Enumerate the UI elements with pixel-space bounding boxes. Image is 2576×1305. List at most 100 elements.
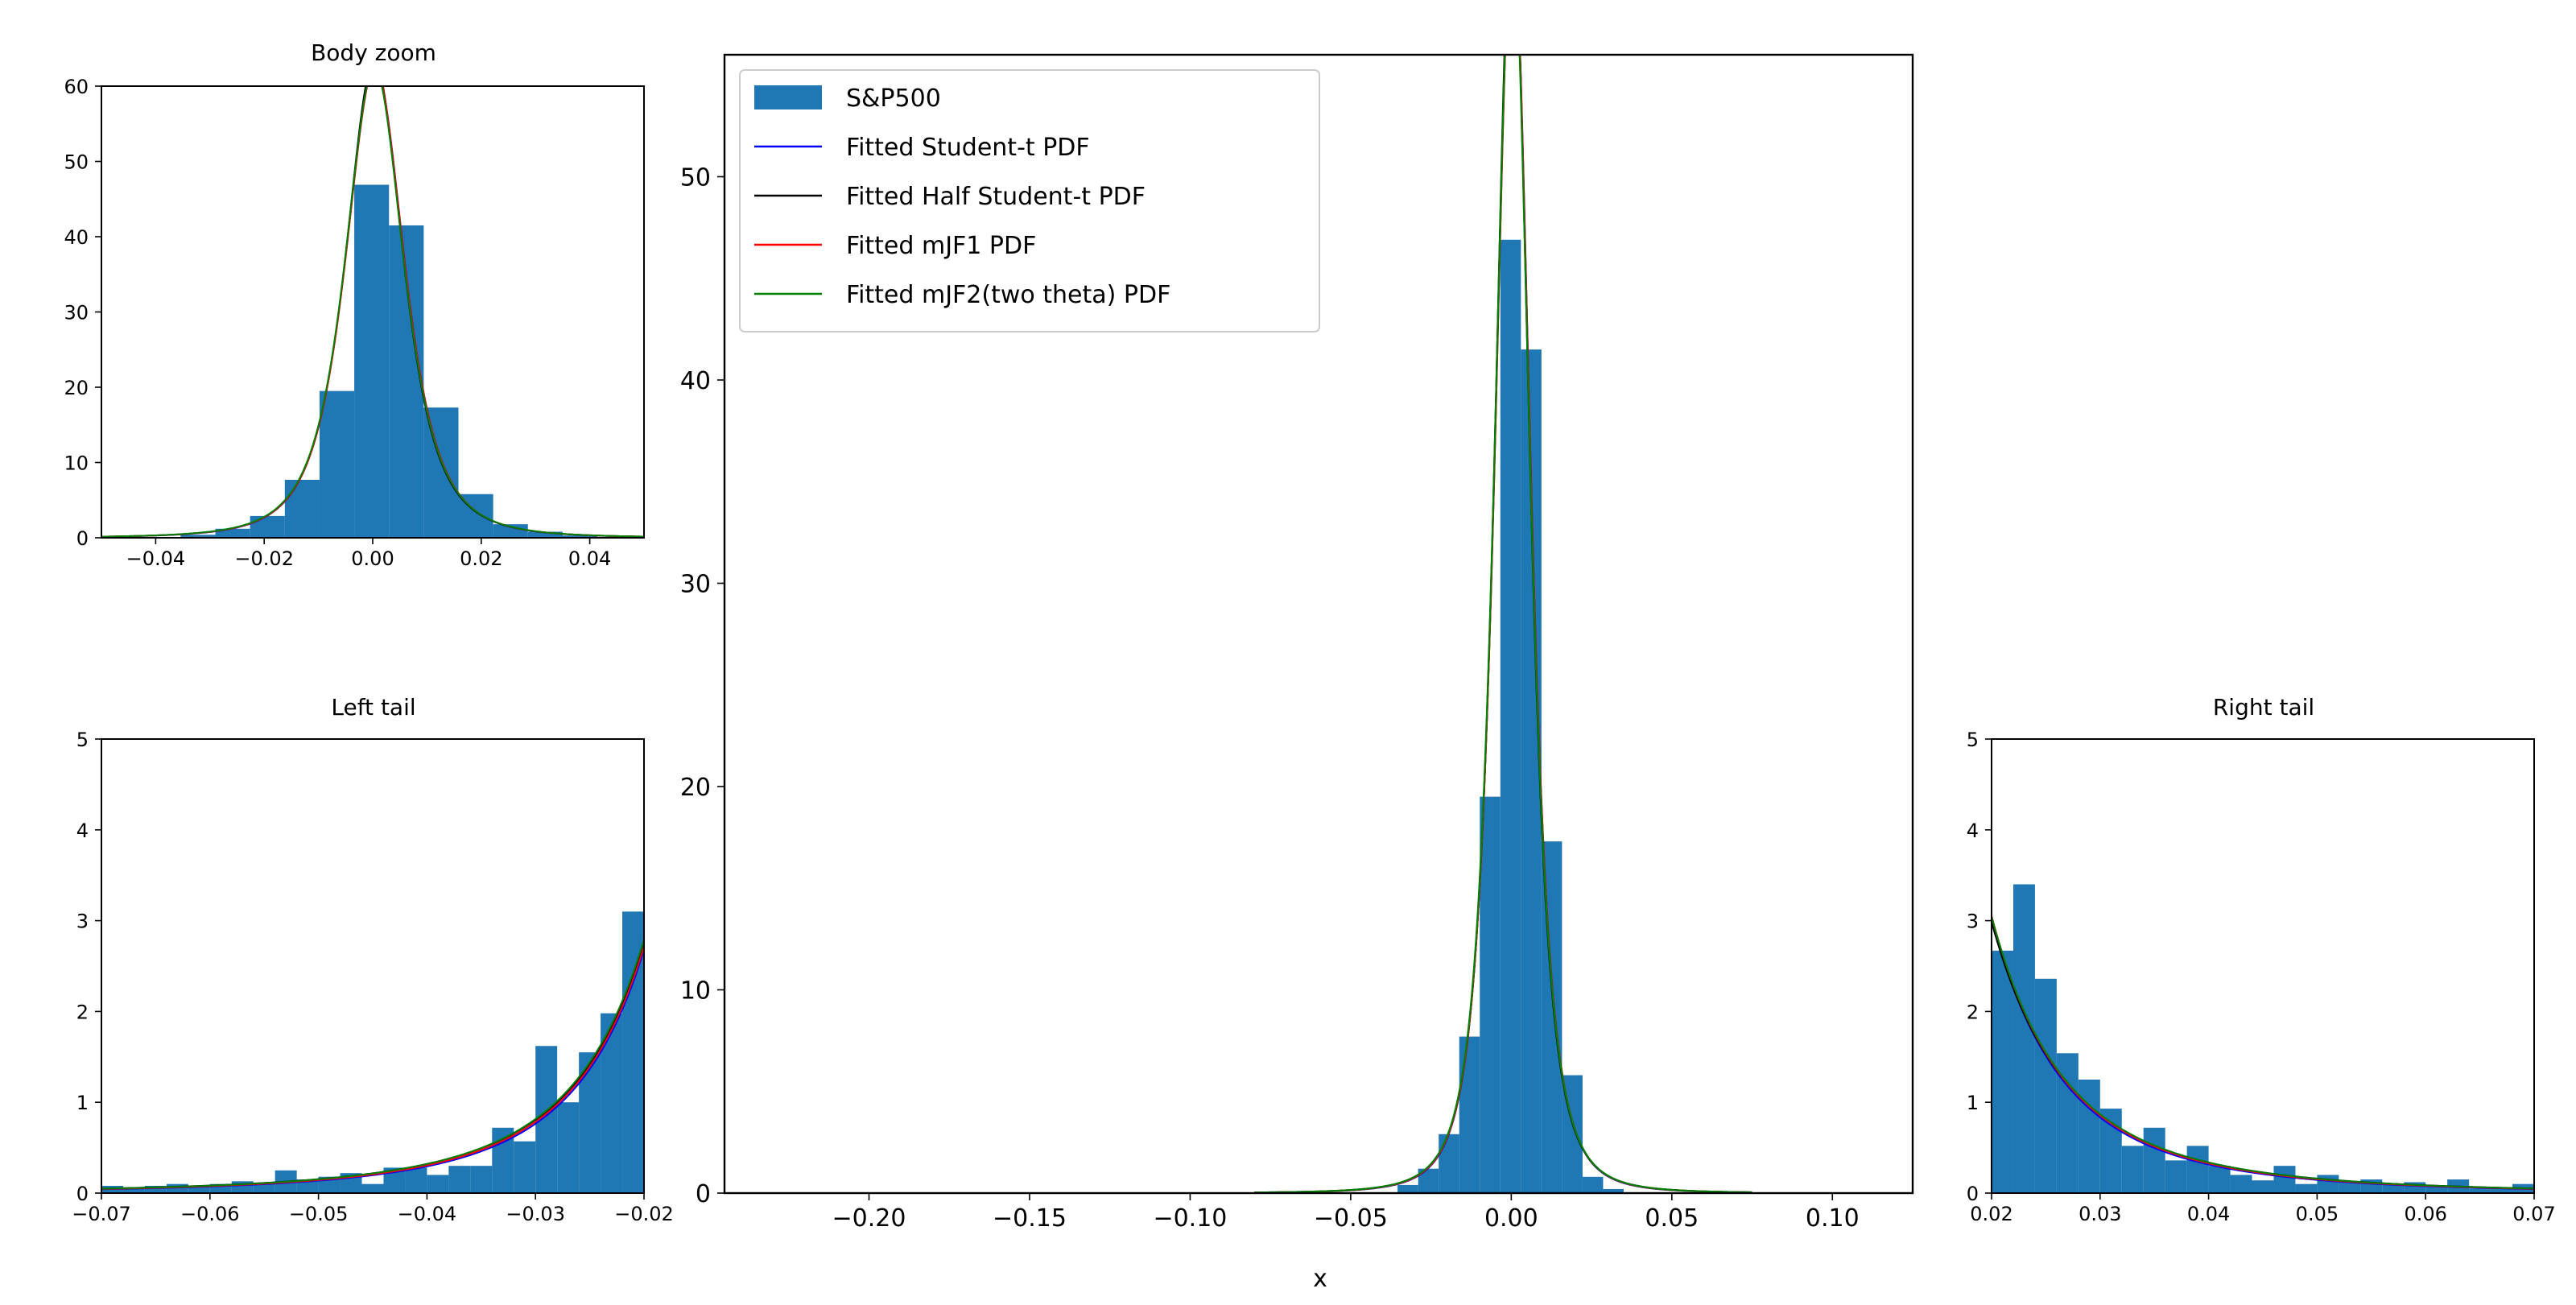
left-tail-y-ticks: 0 1 2 3 4 5: [76, 729, 101, 1205]
main-x-ticks: −0.20 −0.15 −0.10 −0.05 0.00 0.05 0.10: [832, 1193, 1860, 1233]
main-histogram-bar-5: [1500, 239, 1521, 1193]
left-y-tick-label: 2: [76, 1001, 89, 1023]
right-histogram-bar-12: [2252, 1180, 2274, 1193]
left-x-tick-label: −0.06: [180, 1203, 240, 1225]
right-x-tick-label: 0.07: [2512, 1203, 2555, 1225]
main-histogram-bar-0: [1397, 1184, 1418, 1193]
left-y-tick-label: 1: [76, 1092, 89, 1114]
left-histogram-bar-2: [144, 1185, 167, 1193]
body-y-tick-label: 0: [76, 527, 89, 550]
body-zoom-x-ticks: −0.04 −0.02 0.00 0.02 0.04: [126, 538, 611, 570]
body-curve-mjf2: [101, 86, 644, 538]
right-histogram-bar-10: [2208, 1166, 2231, 1193]
main-histogram-bar-4: [1480, 796, 1501, 1193]
body-histogram-bar-2: [215, 528, 250, 538]
right-y-tick-label: 2: [1967, 1001, 1979, 1023]
right-tail-panel: Right tail 0.02 0.03 0.04 0.05 0.06 0.07 0 1 2 3…: [1967, 694, 2556, 1225]
right-histogram-bar-7: [2143, 1127, 2165, 1193]
left-x-tick-label: −0.07: [72, 1203, 131, 1225]
body-histogram-bar-1: [180, 535, 216, 538]
main-axes-frame: [723, 53, 1914, 1195]
left-histogram-bar-3: [166, 1183, 188, 1193]
body-histogram-bar-3: [250, 515, 285, 538]
left-x-tick-label: −0.04: [398, 1203, 457, 1225]
right-histogram-bar-9: [2186, 1146, 2209, 1193]
right-histogram-bar-16: [2339, 1182, 2361, 1193]
body-zoom-title: Body zoom: [311, 39, 436, 66]
main-y-ticks: 0 10 20 30 40 50: [680, 164, 724, 1208]
legend-label: Fitted Half Student-t PDF: [846, 183, 1146, 211]
body-zoom-fit-curves: [101, 86, 644, 538]
main-y-tick-label: 20: [680, 774, 711, 802]
body-histogram-bar-4: [284, 480, 320, 538]
right-x-tick-label: 0.03: [2079, 1203, 2121, 1225]
right-y-tick-label: 5: [1967, 729, 1979, 751]
main-legend: S&P500 Fitted Student-t PDF Fitted Half St…: [739, 69, 1320, 332]
body-x-tick-label: −0.02: [234, 547, 294, 570]
left-y-tick-label: 3: [76, 911, 89, 933]
main-y-tick-label: 50: [680, 164, 711, 192]
legend-label: Fitted Student-t PDF: [846, 134, 1090, 162]
body-y-tick-label: 10: [64, 452, 89, 475]
right-histogram-bar-20: [2425, 1185, 2448, 1193]
body-histogram-bar-5: [319, 390, 355, 538]
main-fit-curves: [1254, 55, 1752, 1193]
right-histogram-bar-4: [2078, 1080, 2100, 1193]
left-histogram-bar-1: [122, 1188, 145, 1193]
body-x-tick-label: 0.04: [568, 547, 611, 570]
right-y-tick-label: 3: [1967, 911, 1979, 933]
right-x-tick-label: 0.05: [2296, 1203, 2339, 1225]
right-histogram-bar-8: [2165, 1160, 2187, 1193]
right-tail-title: Right tail: [2213, 694, 2314, 721]
right-x-tick-label: 0.04: [2187, 1203, 2230, 1225]
main-bars: [1397, 239, 1624, 1193]
right-tail-y-ticks: 0 1 2 3 4 5: [1967, 729, 1992, 1205]
right-x-tick-label: 0.02: [1970, 1203, 2013, 1225]
legend-label: Fitted mJF1 PDF: [846, 232, 1036, 260]
body-x-tick-label: 0.02: [460, 547, 502, 570]
right-y-tick-label: 0: [1967, 1183, 1979, 1205]
main-x-tick-label: 0.10: [1806, 1204, 1860, 1233]
main-x-tick-label: −0.15: [993, 1204, 1067, 1233]
left-y-tick-label: 4: [76, 820, 89, 842]
left-tail-fit-curves: [101, 939, 644, 1191]
right-y-tick-label: 4: [1967, 820, 1979, 842]
body-y-tick-label: 20: [64, 377, 89, 399]
right-histogram-bar-13: [2273, 1166, 2296, 1193]
right-histogram-bar-18: [2382, 1183, 2405, 1193]
left-tail-x-ticks: −0.07 −0.06 −0.05 −0.04 −0.03 −0.02: [72, 1193, 674, 1225]
main-histogram-bar-3: [1459, 1036, 1480, 1193]
body-y-tick-label: 30: [64, 302, 89, 324]
left-y-tick-label: 0: [76, 1183, 89, 1205]
body-histogram-bar-6: [354, 184, 390, 538]
body-x-tick-label: −0.04: [126, 547, 186, 570]
body-x-tick-label: 0.00: [351, 547, 394, 570]
right-tail-axes-frame: [1991, 738, 2535, 1194]
main-y-tick-label: 40: [680, 367, 711, 395]
left-x-tick-label: −0.03: [506, 1203, 565, 1225]
body-y-tick-label: 40: [64, 226, 89, 249]
main-y-tick-label: 10: [680, 977, 711, 1006]
right-histogram-bar-0: [1992, 950, 2013, 1193]
right-tail-bars: [1992, 884, 2534, 1193]
right-histogram-bar-6: [2121, 1146, 2144, 1193]
main-x-tick-label: 0.05: [1645, 1204, 1699, 1233]
main-histogram-panel: −0.20 −0.15 −0.10 −0.05 0.00 0.05 0.10 0 10 20 30…: [680, 53, 1914, 1293]
right-tail-fit-curves: [1992, 915, 2534, 1191]
right-tail-x-ticks: 0.02 0.03 0.04 0.05 0.06 0.07: [1970, 1193, 2556, 1225]
left-histogram-bar-21: [557, 1102, 580, 1193]
body-zoom-panel: Body zoom −0.04 −0.02 0.00 0.02 0.04 0 10 20 30…: [64, 39, 645, 570]
left-x-tick-label: −0.05: [289, 1203, 349, 1225]
left-histogram-bar-17: [470, 1166, 493, 1193]
left-tail-panel: Left tail −0.07 −0.06 −0.05 −0.04 −0.03 −0.02…: [72, 694, 674, 1225]
left-histogram-bar-12: [361, 1183, 384, 1193]
body-histogram-bar-8: [423, 407, 459, 538]
right-histogram-bar-14: [2295, 1183, 2318, 1193]
body-y-tick-label: 50: [64, 151, 89, 174]
right-histogram-bar-11: [2230, 1175, 2252, 1193]
legend-box: [739, 69, 1320, 332]
left-histogram-bar-7: [253, 1183, 275, 1193]
body-zoom-y-ticks: 0 10 20 30 40 50 60: [64, 76, 101, 550]
right-histogram-bar-22: [2469, 1188, 2491, 1193]
